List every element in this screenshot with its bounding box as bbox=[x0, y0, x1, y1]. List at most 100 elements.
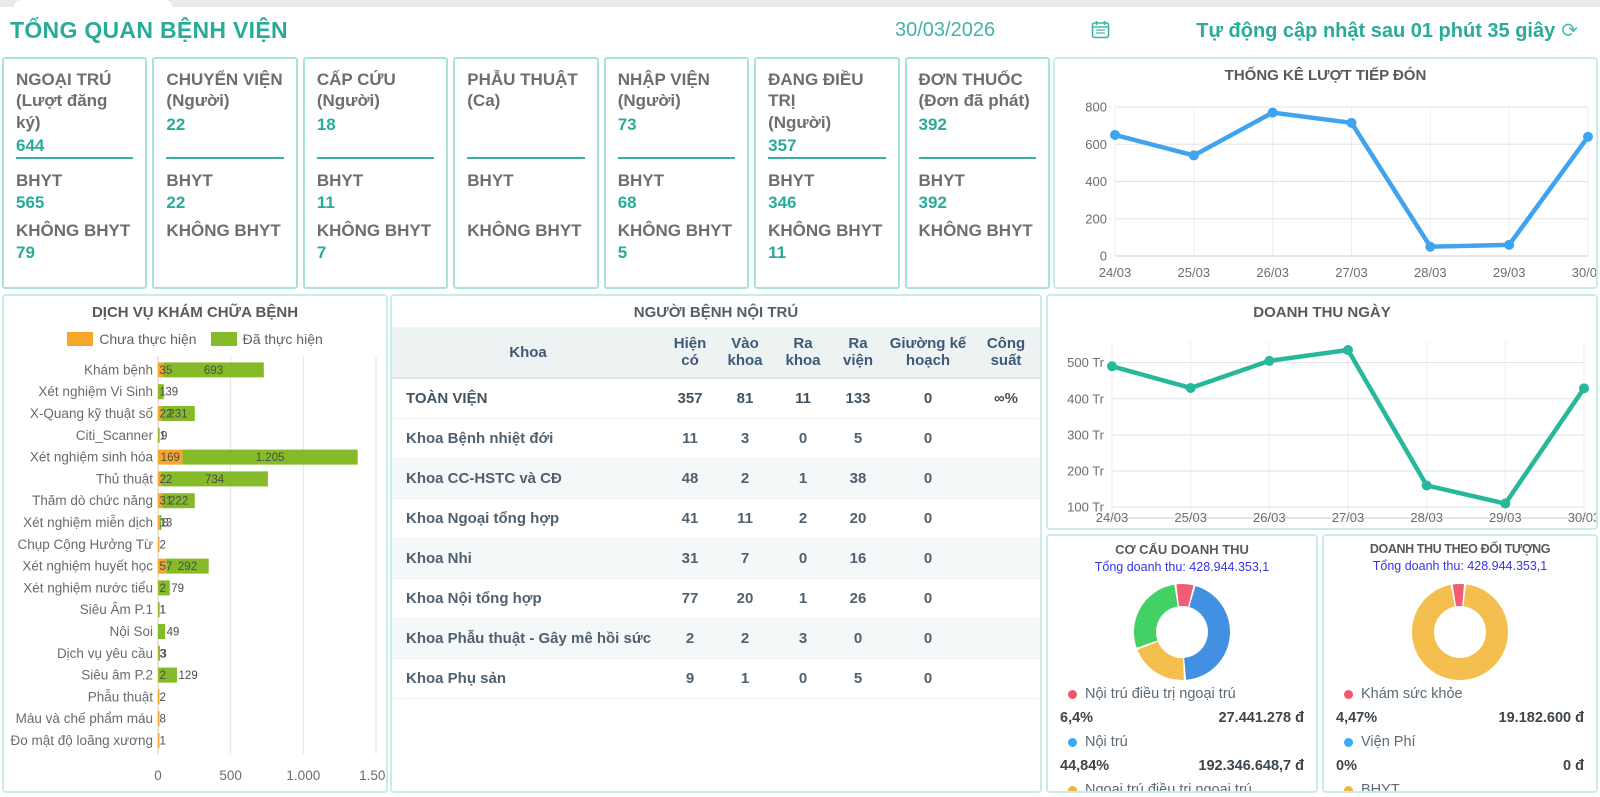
khoa-cell: Khoa Phẫu thuật - Gây mê hồi sức bbox=[392, 618, 664, 659]
svg-text:1: 1 bbox=[160, 430, 166, 442]
svg-text:0: 0 bbox=[154, 768, 162, 783]
services-bar-chart: 0 500 1.000 1.500 Khám bệnh 35 693 Xét nghiệm V… bbox=[6, 354, 386, 791]
stat-card-value: 18 bbox=[316, 114, 336, 134]
revenue-by-payer-panel: DOANH THU THEO ĐỐI TƯỢNG Tổng doanh thu:… bbox=[1322, 534, 1598, 793]
stat-card-subtitle: (Lượt đăng ký) bbox=[16, 91, 108, 132]
bhyt-label: BHYT bbox=[166, 171, 213, 190]
khong-bhyt-value bbox=[166, 243, 283, 263]
khong-bhyt-label: KHÔNG BHYT bbox=[166, 221, 281, 240]
stat-card-header: ĐƠN THUỐC (Đơn đã phát) 392 bbox=[919, 69, 1036, 153]
svg-text:Xét nghiệm miễn dịch: Xét nghiệm miễn dịch bbox=[23, 515, 153, 530]
revenue-structure-donut-chart bbox=[1048, 580, 1316, 689]
revenue-by-payer-title: DOANH THU THEO ĐỐI TƯỢNG bbox=[1369, 542, 1551, 556]
value-cell: 0 bbox=[884, 578, 972, 619]
stat-card-subtitle: (Người) bbox=[617, 91, 681, 111]
doi_tuong-svg bbox=[1412, 584, 1508, 680]
table-row: Khoa Bệnh nhiệt đới 11 3 0 5 0 bbox=[392, 418, 1040, 459]
svg-text:734: 734 bbox=[205, 474, 225, 486]
value-cell: 3 bbox=[716, 418, 774, 459]
legend-values: 44,84% 192.346.648,7 đ bbox=[1060, 754, 1304, 778]
svg-text:29/03: 29/03 bbox=[1493, 265, 1526, 280]
stat-card-header: PHẪU THUẬT (Ca) bbox=[467, 69, 584, 153]
svg-text:Citi_Scanner: Citi_Scanner bbox=[76, 428, 154, 443]
svg-text:169: 169 bbox=[161, 452, 180, 464]
svg-text:Chụp Cộng Hưởng Từ: Chụp Cộng Hưởng Từ bbox=[18, 537, 154, 552]
legend-amount: 27.441.278 đ bbox=[1218, 710, 1304, 726]
khong-bhyt-value: 7 bbox=[316, 243, 327, 262]
revenue-structure-panel: CƠ CẤU DOANH THU Tổng doanh thu: 428.944… bbox=[1046, 534, 1318, 793]
column-header: Ra viện bbox=[832, 327, 884, 379]
svg-text:30/03: 30/03 bbox=[1572, 265, 1596, 280]
date-value[interactable]: 30/03/2026 bbox=[895, 19, 996, 41]
legend-percent: 0% bbox=[1336, 758, 1357, 774]
value-cell: 9 bbox=[664, 658, 716, 699]
svg-text:24/03: 24/03 bbox=[1099, 265, 1132, 280]
legend-dot bbox=[1068, 785, 1077, 791]
stat-card-header: NGOẠI TRÚ (Lượt đăng ký) 644 bbox=[16, 69, 133, 155]
refresh-icon[interactable]: ⟳ bbox=[1561, 20, 1578, 42]
legend-values: 4,47% 19.182.600 đ bbox=[1336, 706, 1584, 730]
legend-dot bbox=[1344, 785, 1353, 791]
svg-text:22: 22 bbox=[160, 409, 173, 421]
svg-text:26/03: 26/03 bbox=[1253, 510, 1286, 525]
khong-bhyt-label: KHÔNG BHYT bbox=[467, 221, 582, 240]
bhyt-label: BHYT bbox=[918, 171, 965, 190]
value-cell: 5 bbox=[832, 658, 884, 699]
svg-text:400 Tr: 400 Tr bbox=[1067, 391, 1105, 406]
legend-amount: 0 đ bbox=[1563, 758, 1584, 774]
column-header: Hiện có bbox=[664, 327, 716, 379]
svg-text:8: 8 bbox=[163, 518, 169, 530]
value-cell: 26 bbox=[832, 578, 884, 619]
svg-text:1: 1 bbox=[160, 605, 166, 617]
legend-swatch-green bbox=[210, 332, 237, 346]
svg-text:0: 0 bbox=[1100, 249, 1107, 264]
table-row: TOÀN VIỆN 357 81 11 133 0 ∞% bbox=[392, 378, 1040, 419]
svg-text:29/03: 29/03 bbox=[1489, 510, 1522, 525]
svg-text:39: 39 bbox=[165, 387, 178, 399]
khoa-cell: Khoa Phụ sản bbox=[392, 658, 664, 699]
column-header: Khoa bbox=[392, 327, 664, 379]
stat-card-title: CHUYỂN VIỆN bbox=[166, 70, 283, 89]
value-cell bbox=[972, 618, 1040, 659]
services-chart-legend: Chưa thực hiện Đã thực hiện bbox=[4, 331, 386, 347]
svg-text:13: 13 bbox=[160, 518, 173, 530]
value-cell: 5 bbox=[832, 418, 884, 459]
svg-text:292: 292 bbox=[178, 561, 197, 573]
svg-text:Máu và chế phẩm máu: Máu và chế phẩm máu bbox=[16, 711, 153, 726]
stat-card: PHẪU THUẬT (Ca) BHYT KHÔNG BHYT bbox=[453, 57, 599, 289]
svg-text:35: 35 bbox=[160, 365, 173, 377]
stat-card-divider bbox=[768, 157, 886, 159]
stat-card: CHUYỂN VIỆN (Người) 22 BHYT 22 KHÔNG BHYT bbox=[152, 57, 298, 289]
khoa-cell: Khoa Bệnh nhiệt đới bbox=[392, 418, 664, 459]
value-cell: 16 bbox=[832, 538, 884, 579]
calendar-icon[interactable] bbox=[1091, 20, 1110, 44]
value-cell: 20 bbox=[716, 578, 774, 619]
legend-dot bbox=[1344, 737, 1353, 747]
svg-text:25/03: 25/03 bbox=[1174, 510, 1207, 525]
bhyt-value: 346 bbox=[768, 193, 797, 212]
revenue-structure-title: CƠ CẤU DOANH THU bbox=[1115, 542, 1249, 557]
khong-bhyt-value: 5 bbox=[617, 243, 628, 262]
bhyt-label: BHYT bbox=[768, 171, 815, 190]
inpatients-table-title: NGƯỜI BỆNH NỘI TRÚ bbox=[633, 304, 799, 321]
stat-card-header: NHẬP VIỆN (Người) 73 bbox=[618, 69, 735, 153]
value-cell bbox=[972, 538, 1040, 579]
svg-text:2: 2 bbox=[160, 670, 166, 682]
value-cell: 1 bbox=[774, 458, 832, 499]
stat-card-title: NHẬP VIỆN bbox=[617, 70, 710, 89]
stat-card-subtitle: (Người) bbox=[166, 91, 230, 111]
date-picker[interactable]: 30/03/2026 bbox=[895, 19, 1110, 44]
svg-text:1.000: 1.000 bbox=[286, 768, 320, 783]
value-cell: 48 bbox=[664, 458, 716, 499]
khong-bhyt-label: KHÔNG BHYT bbox=[918, 221, 1033, 240]
svg-text:400: 400 bbox=[1085, 174, 1107, 189]
legend-item-da-thuc-hien: Đã thực hiện bbox=[210, 331, 323, 347]
bhyt-value bbox=[467, 193, 584, 213]
column-header: Ra khoa bbox=[774, 327, 832, 379]
stat-card-value: 22 bbox=[166, 114, 186, 134]
value-cell: 0 bbox=[884, 378, 972, 419]
services-panel: DỊCH VỤ KHÁM CHỮA BỆNH Chưa thực hiện Đã… bbox=[2, 294, 388, 793]
svg-text:Siêu âm P.2: Siêu âm P.2 bbox=[81, 668, 153, 683]
legend-dot bbox=[1068, 737, 1077, 747]
stat-card-divider bbox=[918, 157, 1036, 159]
